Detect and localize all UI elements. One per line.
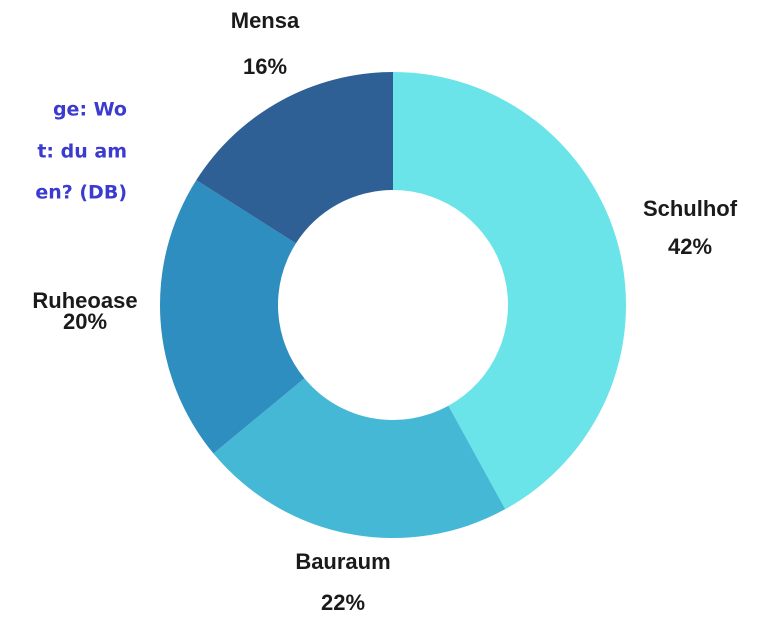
chart-title: en? (DB) bbox=[35, 182, 127, 204]
donut-slice bbox=[393, 72, 626, 510]
value-label: 16% bbox=[243, 54, 287, 79]
slice-label: Mensa bbox=[231, 8, 300, 33]
slice-label: Bauraum bbox=[295, 549, 390, 574]
value-label: 20% bbox=[63, 309, 107, 334]
chart-title: t: du am bbox=[37, 141, 127, 163]
chart-title: ge: Wo bbox=[53, 99, 127, 121]
value-label: 22% bbox=[321, 590, 365, 615]
donut-slice bbox=[160, 180, 305, 454]
donut-slice bbox=[196, 72, 393, 244]
value-label: 42% bbox=[668, 234, 712, 259]
slice-label: Schulhof bbox=[643, 196, 738, 221]
donut-slice bbox=[213, 378, 506, 538]
slice-label: Ruheoase bbox=[32, 288, 137, 313]
